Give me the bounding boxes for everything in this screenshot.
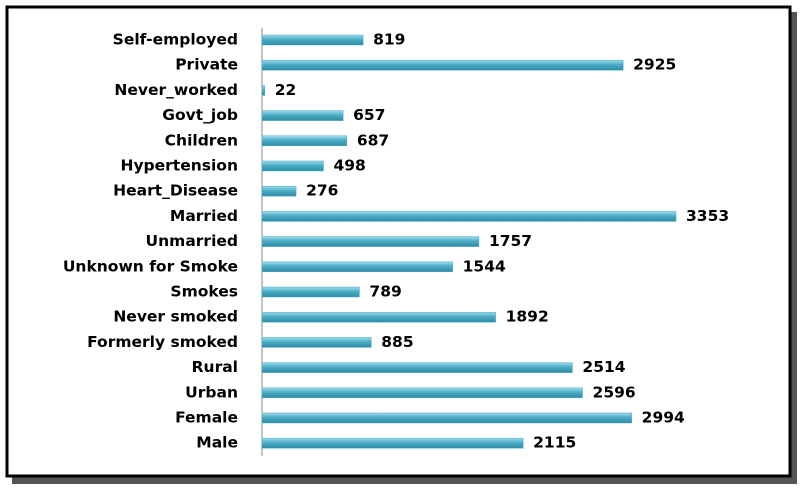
bar bbox=[261, 135, 348, 147]
value-label: 885 bbox=[381, 333, 413, 351]
category-label: Formerly smoked bbox=[87, 333, 238, 351]
bar bbox=[261, 59, 624, 71]
value-label: 1544 bbox=[463, 257, 506, 275]
category-label: Children bbox=[165, 131, 238, 149]
value-label: 2994 bbox=[642, 409, 685, 427]
category-label: Unknown for Smoke bbox=[63, 257, 238, 275]
value-label: 1892 bbox=[506, 308, 549, 326]
value-label: 687 bbox=[357, 131, 389, 149]
category-label: Self-employed bbox=[113, 31, 238, 49]
value-label: 2925 bbox=[633, 56, 676, 74]
bar bbox=[261, 34, 364, 46]
category-label: Never smoked bbox=[113, 308, 238, 326]
value-label: 2596 bbox=[593, 383, 636, 401]
bar bbox=[261, 362, 573, 373]
value-label: 3353 bbox=[686, 207, 729, 225]
category-label: Urban bbox=[185, 383, 238, 401]
category-label: Heart_Disease bbox=[113, 182, 238, 200]
category-label: Male bbox=[196, 434, 238, 452]
value-label: 1757 bbox=[489, 232, 532, 250]
category-label: Unmarried bbox=[146, 232, 238, 250]
bar bbox=[261, 211, 677, 222]
category-label: Private bbox=[175, 56, 238, 74]
category-label: Female bbox=[175, 409, 238, 427]
bar bbox=[261, 412, 632, 424]
bar bbox=[261, 261, 453, 273]
value-label: 2514 bbox=[582, 358, 625, 376]
bar bbox=[261, 311, 496, 323]
category-label: Smokes bbox=[170, 283, 238, 301]
bar bbox=[261, 437, 524, 449]
category-label: Married bbox=[170, 207, 238, 225]
category-label: Hypertension bbox=[120, 157, 238, 175]
value-label: 819 bbox=[373, 31, 405, 49]
category-label: Govt_job bbox=[162, 106, 238, 124]
bar bbox=[261, 85, 265, 96]
category-label: Rural bbox=[192, 358, 238, 376]
value-label: 789 bbox=[369, 283, 401, 301]
bar bbox=[261, 110, 344, 121]
bar bbox=[261, 286, 360, 298]
bar bbox=[261, 236, 480, 247]
bar bbox=[261, 387, 583, 399]
category-label: Never_worked bbox=[114, 81, 238, 99]
value-label: 276 bbox=[306, 182, 338, 200]
bar bbox=[261, 337, 372, 348]
bar bbox=[261, 185, 297, 197]
value-label: 2115 bbox=[533, 434, 576, 452]
value-label: 22 bbox=[275, 81, 297, 99]
value-label: 657 bbox=[353, 106, 385, 124]
value-label: 498 bbox=[333, 157, 365, 175]
bar bbox=[261, 160, 324, 172]
